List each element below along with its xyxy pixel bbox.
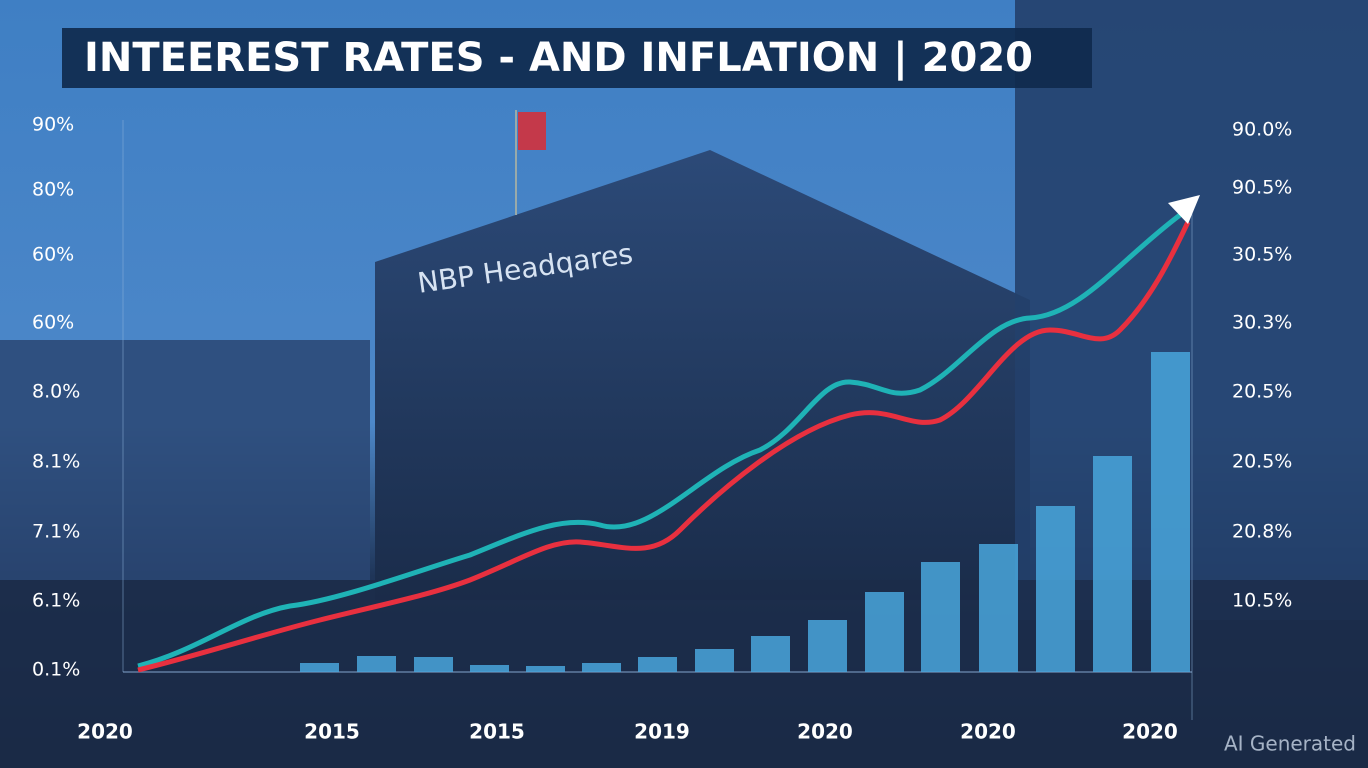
left-axis-label: 60% (32, 312, 74, 334)
x-axis: 2020 2015 2015 2019 2020 2020 2020 (77, 720, 1178, 744)
left-axis-label: 0.1% (32, 659, 80, 681)
title: INTEERESТ RATES - AND INFLATION | 2020 (84, 35, 1033, 82)
red-line (137, 220, 1191, 673)
left-axis: 90% 80% 60% 60% 8.0% 8.1% 7.1% 6.1% 0.1% (32, 114, 80, 681)
watermark: AI Generated (1224, 732, 1356, 756)
x-axis-label: 2020 (797, 720, 853, 744)
building-left (0, 340, 370, 580)
flag (518, 112, 546, 150)
teal-line (137, 213, 1182, 669)
bars (300, 352, 1190, 672)
building-center (375, 150, 1030, 600)
right-axis-label: 20.5% (1232, 451, 1292, 473)
right-axis: 90.0% 90.5% 30.5% 30.3% 20.5% 20.5% 20.8% 10.5% (1232, 119, 1292, 612)
right-axis-label: 90.0% (1232, 119, 1292, 141)
title-box (62, 28, 1092, 88)
left-axis-label: 8.0% (32, 381, 80, 403)
x-axis-label: 2019 (634, 720, 690, 744)
left-axis-label: 6.1% (32, 590, 80, 612)
ground (0, 580, 1368, 768)
x-axis-label: 2015 (469, 720, 525, 744)
left-axis-label: 90% (32, 114, 74, 136)
x-axis-label: 2020 (1122, 720, 1178, 744)
right-axis-label: 20.5% (1232, 381, 1292, 403)
arrow-head (1168, 195, 1200, 224)
left-axis-label: 7.1% (32, 521, 80, 543)
right-axis-label: 30.3% (1232, 312, 1292, 334)
x-axis-label: 2020 (960, 720, 1016, 744)
right-axis-label: 20.8% (1232, 521, 1292, 543)
right-axis-label: 30.5% (1232, 244, 1292, 266)
x-axis-label: 2015 (304, 720, 360, 744)
left-axis-label: 80% (32, 179, 74, 201)
x-axis-label: 2020 (77, 720, 133, 744)
right-axis-label: 10.5% (1232, 590, 1292, 612)
left-axis-label: 60% (32, 244, 74, 266)
left-axis-label: 8.1% (32, 451, 80, 473)
right-axis-label: 90.5% (1232, 177, 1292, 199)
